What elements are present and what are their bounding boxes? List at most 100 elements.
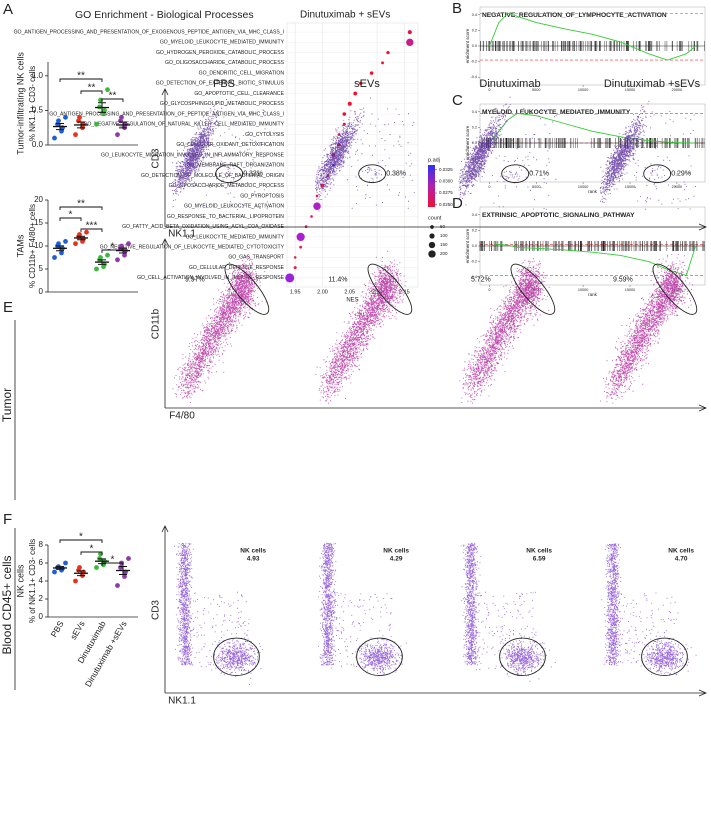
significance-label: **	[109, 91, 117, 102]
legend-label: 150	[440, 242, 448, 247]
error-bar	[77, 570, 85, 577]
legend-tick-label: 0.0250	[439, 202, 453, 207]
legend-tick-label: 0.0275	[439, 190, 453, 195]
x-tick-label: 10000	[578, 288, 589, 292]
x-tick-label: 15000	[625, 185, 636, 189]
significance-label: *	[111, 242, 115, 253]
x-tick-label: 1.95	[290, 289, 301, 295]
data-point	[119, 243, 124, 249]
axis-arrow	[165, 689, 708, 697]
y-tick-label: 5	[39, 264, 44, 273]
dot	[353, 91, 358, 96]
legend-label: 200	[440, 251, 448, 256]
gate	[358, 164, 387, 184]
data-point	[81, 121, 86, 127]
category-label: GO_LIPOSACCHARIDE_METABOLIC_PROCESS	[169, 183, 285, 189]
category-label: GO_HYDROGEN_PEROXIDE_CATABOLIC_PROCESS	[156, 50, 285, 56]
significance-label: **	[77, 71, 85, 82]
data-point	[126, 241, 131, 247]
category-label: GO_CYTOLYSIS	[245, 132, 284, 138]
event-dots	[172, 99, 272, 210]
data-point	[56, 118, 61, 124]
dot	[369, 71, 374, 75]
category-label: GO_DETECTION_OF_MOLECULE_OF_BACTERIAL_OR…	[141, 173, 284, 179]
y-tick-label: 0.0	[32, 140, 44, 149]
y-tick-label: -0.4	[470, 75, 477, 79]
y-axis-label: % of NK1.1+ CD3- cells	[28, 539, 37, 623]
panel-label: B	[452, 0, 462, 17]
data-point	[126, 556, 131, 561]
legend-title: p.adj	[428, 157, 440, 163]
y-tick-label: 0	[39, 287, 44, 296]
gate	[224, 263, 270, 315]
axis-arrow	[161, 238, 169, 408]
data-point	[63, 239, 68, 244]
y-axis-label: enrichment score	[465, 28, 470, 63]
panel-label: A	[3, 1, 13, 18]
data-point	[118, 565, 123, 570]
error-bar	[98, 102, 106, 113]
legend-tick-label: 0.0325	[439, 167, 453, 172]
error-bar	[119, 121, 127, 129]
significance-bracket	[80, 90, 103, 94]
gate	[510, 263, 556, 315]
color-bar	[428, 165, 435, 207]
x-axis-label: F4/80	[169, 411, 195, 422]
dot	[342, 112, 347, 116]
error-bar	[77, 235, 85, 241]
y-axis-label: CD3	[151, 600, 162, 620]
data-point	[94, 565, 99, 570]
legend-dot	[428, 241, 436, 249]
y-axis-label: CD3	[151, 148, 162, 168]
data-point	[59, 250, 64, 256]
y-tick-label: 0.5	[32, 106, 44, 115]
gate-value: 4.29	[390, 555, 403, 562]
barcode	[480, 41, 705, 51]
y-tick-label: 10	[34, 241, 43, 250]
y-axis-label: % NK1.1+ CD3- cells	[28, 66, 37, 141]
data-point	[94, 121, 99, 127]
event-dots	[460, 542, 556, 682]
data-point	[105, 87, 110, 93]
chart-title: GO Enrichment - Biological Processes	[75, 9, 254, 21]
event-dots	[172, 255, 267, 403]
y-tick-label: 0.2	[472, 228, 477, 232]
dot	[310, 215, 313, 218]
category-label: GO_CELLULAR_OXIDANT_DETOXIFICATION	[176, 142, 284, 148]
dot	[406, 38, 414, 47]
x-tick-label: 0	[488, 185, 490, 189]
axis-arrow	[161, 88, 169, 227]
axis-arrow	[165, 404, 708, 412]
event-dots	[459, 258, 550, 404]
event-dots	[601, 543, 697, 676]
y-axis-label: enrichment score	[465, 228, 470, 263]
dot	[359, 81, 363, 85]
chart-subtitle: Dinutuximab + sEVs	[300, 10, 390, 21]
gate-value: 0.33%	[243, 171, 263, 178]
y-axis-label: % CD11b+ F4/80+ cells	[28, 204, 37, 288]
dot	[293, 256, 297, 259]
category-label: GO_CELLULAR_DEFENSE_RESPONSE	[189, 265, 285, 271]
gate-title: NK cells	[383, 547, 409, 554]
gate	[501, 164, 530, 184]
dot	[386, 50, 390, 55]
event-dots	[315, 250, 407, 404]
category-label: GO_CELL_ACTIVATION_INVOLVED_IN_IMMUNE_RE…	[137, 275, 285, 281]
x-tick-label: 10000	[578, 88, 589, 92]
category-label: GO_LEUKOCYTE_MEDIATED_IMMUNITY	[186, 234, 285, 240]
x-axis-label: rank	[588, 189, 598, 194]
gate-value: 9.97%	[185, 277, 205, 284]
x-tick-label: PBS	[49, 619, 66, 639]
data-point	[119, 114, 124, 120]
y-tick-label: 0.0	[472, 141, 477, 145]
category-label: GO_GLYCOSPHINGOLIPID_METABOLIC_PROCESS	[160, 101, 285, 107]
x-axis-label: NES	[346, 298, 358, 304]
category-label: GO_APOPTOTIC_CELL_CLEARANCE	[194, 91, 284, 97]
data-point	[77, 114, 82, 120]
gate-value: 4.70	[675, 555, 688, 562]
legend-tick-label: 0.0300	[439, 179, 453, 184]
category-label: GO_OLIGOSACCHARIDE_CATABOLIC_PROCESS	[165, 60, 285, 66]
y-tick-label: 0.2	[472, 125, 477, 129]
y-tick-label: 0.4	[472, 110, 477, 114]
data-point	[63, 560, 68, 566]
